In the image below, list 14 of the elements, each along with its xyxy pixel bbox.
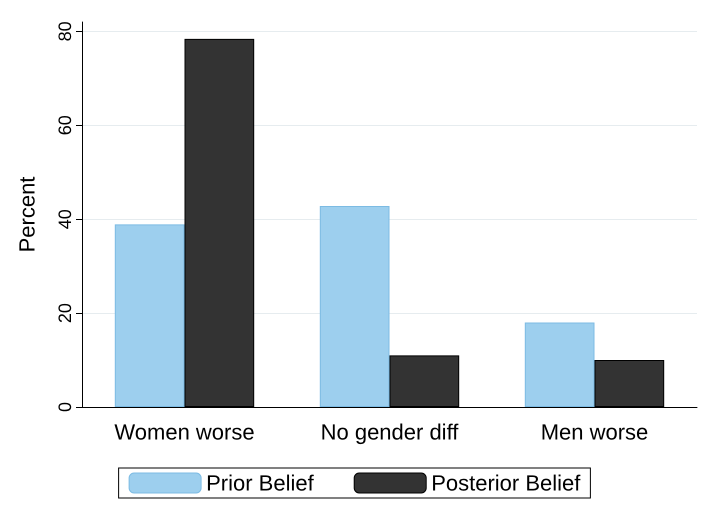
x-tick-label: No gender diff (320, 420, 460, 444)
bar (524, 322, 594, 407)
legend-label: Prior Belief (206, 470, 315, 496)
y-tick-label: 60 (55, 115, 75, 136)
y-tick-label: 80 (55, 21, 75, 42)
bar (320, 206, 390, 407)
y-axis-title: Percent (14, 176, 40, 252)
bar (114, 224, 184, 407)
x-tick-label: Men worse (540, 420, 648, 444)
legend-label: Posterior Belief (431, 470, 582, 496)
y-tick-label: 0 (55, 402, 75, 412)
y-tick-label: 20 (55, 303, 75, 324)
y-tick-label: 40 (55, 209, 75, 230)
x-tick-label: Women worse (114, 420, 255, 444)
